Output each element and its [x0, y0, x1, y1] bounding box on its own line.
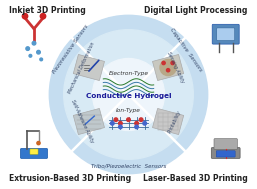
- FancyBboxPatch shape: [216, 151, 235, 157]
- Text: Laser-Based 3D Printing: Laser-Based 3D Printing: [143, 174, 247, 183]
- Text: Electron-Type: Electron-Type: [108, 71, 149, 76]
- Text: Capacitive  Sensors: Capacitive Sensors: [169, 27, 203, 72]
- Text: Extrusion-Based 3D Printing: Extrusion-Based 3D Printing: [10, 174, 132, 183]
- Text: Piezoresistive Sensors: Piezoresistive Sensors: [52, 24, 90, 75]
- Text: Self-Adhesive Ability: Self-Adhesive Ability: [69, 99, 94, 144]
- Text: Conductive Hydrogel: Conductive Hydrogel: [86, 93, 171, 99]
- Polygon shape: [73, 108, 105, 135]
- FancyBboxPatch shape: [30, 149, 38, 154]
- Polygon shape: [152, 108, 184, 135]
- Circle shape: [118, 125, 122, 129]
- Circle shape: [160, 59, 176, 76]
- Text: Printability: Printability: [168, 109, 183, 134]
- Circle shape: [29, 54, 32, 57]
- Circle shape: [162, 61, 165, 65]
- Polygon shape: [73, 54, 105, 81]
- Circle shape: [135, 125, 139, 129]
- Text: Mechanical Deformation: Mechanical Deformation: [68, 41, 96, 94]
- FancyBboxPatch shape: [211, 148, 240, 158]
- Circle shape: [49, 15, 208, 174]
- FancyBboxPatch shape: [214, 139, 237, 149]
- Text: Inkjet 3D Printing: Inkjet 3D Printing: [10, 6, 86, 15]
- FancyBboxPatch shape: [21, 149, 48, 158]
- Circle shape: [127, 118, 130, 122]
- Text: Tribo/Piezoelectric  Sensors: Tribo/Piezoelectric Sensors: [91, 163, 166, 168]
- Circle shape: [40, 13, 46, 19]
- Circle shape: [37, 50, 40, 54]
- Circle shape: [171, 61, 174, 65]
- Circle shape: [114, 118, 118, 122]
- Circle shape: [111, 122, 114, 125]
- Circle shape: [37, 142, 40, 145]
- Circle shape: [93, 59, 164, 130]
- Polygon shape: [152, 54, 184, 81]
- Text: Digital Light Processing: Digital Light Processing: [144, 6, 247, 15]
- Circle shape: [167, 69, 170, 72]
- Circle shape: [64, 30, 193, 159]
- Circle shape: [118, 122, 122, 125]
- FancyBboxPatch shape: [217, 28, 235, 40]
- Circle shape: [135, 122, 139, 125]
- Text: Sensing Ability: Sensing Ability: [166, 51, 185, 84]
- Circle shape: [139, 118, 143, 122]
- Circle shape: [40, 58, 43, 61]
- Text: Ion-Type: Ion-Type: [116, 108, 141, 113]
- FancyBboxPatch shape: [212, 24, 239, 44]
- Circle shape: [26, 47, 30, 50]
- Circle shape: [22, 13, 28, 19]
- Circle shape: [143, 122, 146, 125]
- Circle shape: [32, 41, 36, 45]
